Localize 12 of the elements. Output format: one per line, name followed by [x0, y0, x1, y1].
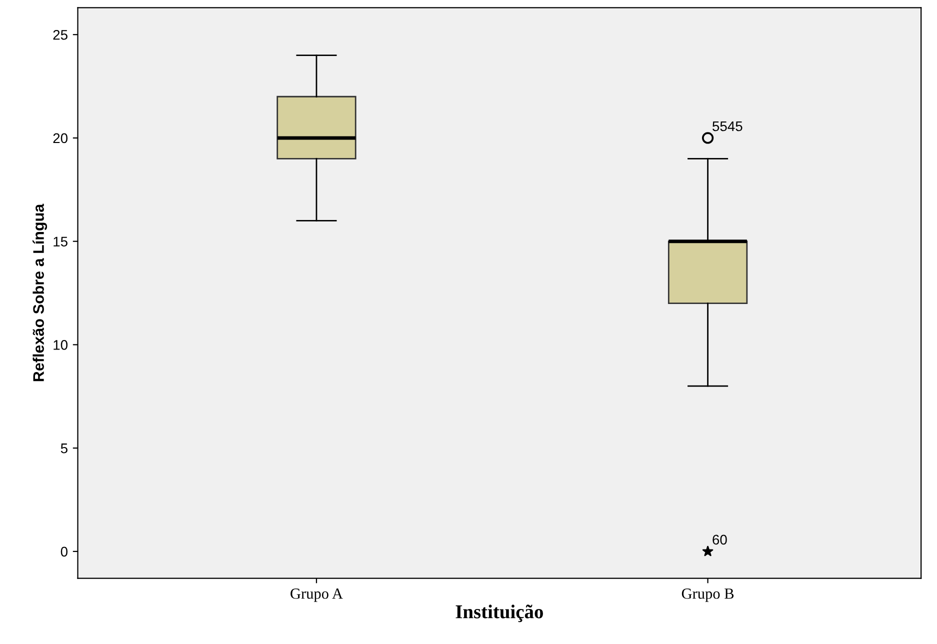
y-tick-label: 20 [53, 133, 68, 144]
annotation: 60 [712, 534, 727, 545]
y-tick-label: 25 [53, 30, 68, 40]
y-tick-label: 5 [60, 444, 68, 454]
y-axis-title: Reflexão Sobre a Língua [32, 204, 48, 382]
x-axis-title: Instituição [456, 604, 543, 622]
y-tick-label: 0 [60, 546, 68, 557]
y-tick-label: 10 [54, 340, 68, 350]
y-tick-label: 15 [54, 236, 68, 247]
x-tick-label: Grupo B [682, 588, 734, 602]
x-tick-label: Grupo A [290, 588, 343, 602]
annotation: 5545 [712, 121, 742, 132]
